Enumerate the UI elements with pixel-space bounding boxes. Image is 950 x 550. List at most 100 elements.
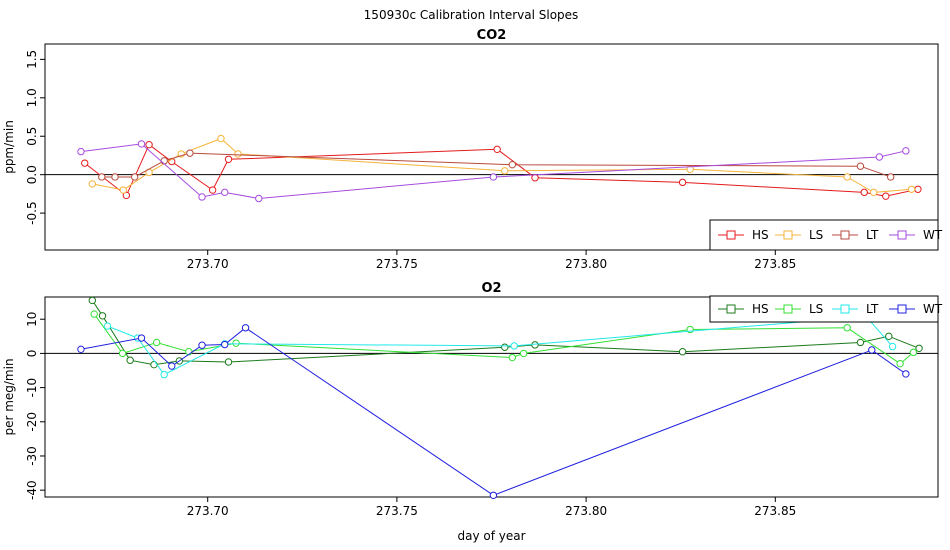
o2-data-point	[896, 359, 904, 368]
co2-data-point	[119, 186, 128, 194]
o2-x-tick-label: 273.75	[376, 504, 418, 518]
co2-data-point	[137, 140, 146, 148]
o2-legend-swatch	[840, 304, 850, 314]
co2-data-point	[860, 188, 868, 197]
o2-data-point	[168, 362, 176, 370]
co2-data-point	[224, 155, 233, 163]
co2-series-wt	[77, 140, 910, 203]
o2-y-tick-label: -20	[25, 412, 39, 432]
o2-data-point	[152, 338, 161, 347]
o2-data-point	[531, 341, 539, 349]
o2-legend-label: LT	[866, 302, 879, 316]
co2-data-point	[856, 162, 865, 170]
co2-data-point	[531, 174, 539, 182]
co2-data-point	[221, 188, 229, 197]
o2-data-point	[888, 342, 897, 351]
co2-data-point	[686, 165, 694, 173]
co2-data-point	[887, 173, 895, 181]
o2-data-point	[508, 353, 517, 362]
o2-y-tick-label: -10	[25, 378, 39, 398]
co2-data-point	[508, 160, 517, 169]
o2-data-point	[137, 334, 146, 342]
o2-data-point	[678, 348, 687, 356]
co2-y-tick-label: -0.5	[25, 201, 39, 224]
co2-data-point	[234, 150, 242, 158]
co2-data-point	[678, 178, 687, 187]
o2-legend: HS LS LT WT	[709, 295, 943, 323]
o2-x-tick-label: 273.85	[754, 504, 796, 518]
co2-data-point	[122, 191, 131, 200]
co2-legend: HS LS LT WT	[709, 219, 943, 251]
o2-data-point	[126, 356, 134, 364]
co2-y-tick-label: 0.5	[25, 127, 39, 146]
o2-y-tick-label: 0	[25, 350, 39, 358]
co2-legend-label: HS	[752, 228, 769, 242]
o2-data-point	[489, 491, 498, 499]
o2-y-tick-label: 10	[25, 312, 39, 327]
o2-data-point	[868, 346, 876, 354]
o2-legend-swatch	[897, 304, 907, 314]
o2-legend-label: HS	[752, 302, 769, 316]
co2-series-ls	[88, 134, 916, 197]
co2-y-tick-label: 1.0	[25, 88, 39, 107]
o2-data-point	[902, 370, 910, 378]
o2-data-point	[221, 340, 229, 349]
o2-data-point	[519, 349, 528, 358]
o2-data-point	[856, 338, 865, 347]
o2-data-point	[118, 349, 127, 358]
co2-data-point	[160, 157, 168, 165]
o2-data-point	[232, 339, 240, 347]
co2-y-tick-label: 0.0	[25, 165, 39, 184]
co2-y-tick-label: 1.5	[25, 50, 39, 69]
co2-x-tick-label: 273.85	[754, 257, 796, 271]
co2-data-point	[198, 193, 206, 201]
co2-data-point	[111, 173, 119, 181]
o2-legend-swatch	[726, 304, 736, 314]
co2-data-point	[255, 194, 263, 203]
co2-panel: CO2 273.70 273.75 273.80 273.85 -0.5 0.0 0.5 1.0…	[2, 28, 943, 271]
o2-data-point	[510, 342, 518, 350]
co2-legend-swatch	[726, 230, 736, 240]
co2-legend-swatch	[840, 230, 850, 240]
o2-panel-title: O2	[481, 281, 501, 296]
co2-panel-title: CO2	[477, 28, 507, 43]
co2-data-point	[217, 134, 225, 143]
o2-series-wt	[77, 324, 910, 499]
o2-data-point	[98, 312, 107, 320]
o2-legend-swatch	[783, 304, 793, 314]
o2-panel: O2 273.70 273.75 273.80 273.85 -40 -30 -20 -10 0 1…	[2, 281, 943, 543]
co2-legend-label: LS	[809, 228, 823, 242]
o2-x-tick-label: 273.80	[565, 504, 607, 518]
co2-data-point	[501, 167, 509, 175]
figure-title: 150930c Calibration Interval Slopes	[364, 8, 579, 22]
o2-data-point	[198, 341, 206, 349]
co2-data-point	[489, 173, 498, 181]
o2-x-tick-label: 273.70	[187, 504, 229, 518]
co2-legend-label: LT	[866, 228, 879, 242]
o2-data-point	[150, 360, 158, 369]
co2-data-point	[493, 145, 501, 154]
o2-data-point	[241, 324, 250, 332]
co2-data-point	[186, 149, 194, 157]
o2-x-axis-label: day of year	[457, 529, 525, 543]
co2-legend-label: WT	[923, 228, 943, 242]
o2-legend-label: WT	[923, 302, 943, 316]
co2-data-point	[77, 147, 85, 156]
o2-data-point	[88, 296, 96, 305]
o2-plot-frame	[44, 296, 939, 498]
o2-data-point	[909, 348, 918, 357]
co2-x-tick-label: 273.80	[565, 257, 607, 271]
o2-data-point	[885, 332, 893, 341]
co2-data-point	[875, 153, 884, 161]
co2-data-point	[869, 188, 878, 197]
o2-y-axis-label: per meg/min	[2, 358, 16, 435]
co2-data-point	[882, 192, 890, 200]
co2-y-axis-label: ppm/min	[2, 120, 16, 174]
co2-legend-swatch	[783, 230, 793, 240]
o2-data-point	[501, 343, 509, 351]
co2-data-point	[130, 173, 139, 181]
o2-data-point	[843, 324, 851, 332]
o2-y-tick-label: -40	[25, 480, 39, 500]
co2-series-line	[80, 143, 906, 200]
